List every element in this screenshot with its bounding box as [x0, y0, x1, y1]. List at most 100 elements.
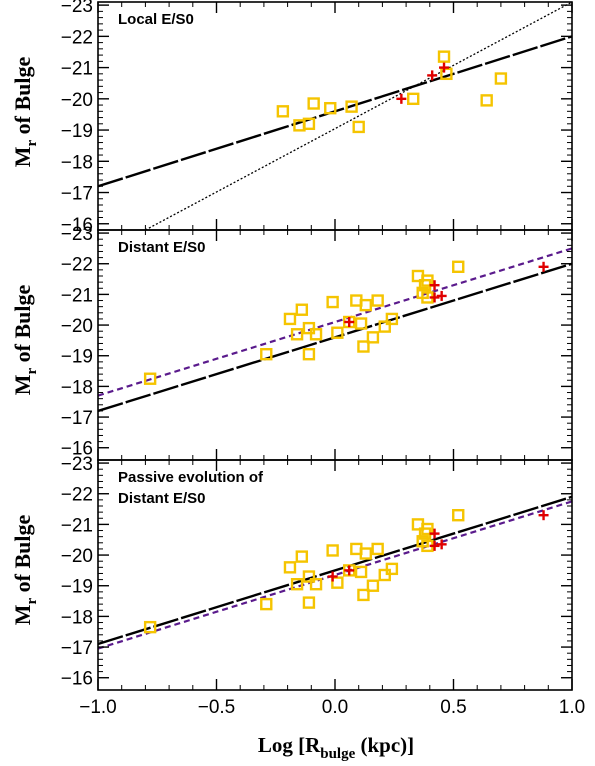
- y-tick-label: −17: [61, 408, 93, 429]
- galaxy-cross-marker: [427, 70, 438, 81]
- galaxy-square-marker: [331, 576, 344, 589]
- y-tick-label: −17: [61, 638, 93, 659]
- y-tick-label: −21: [61, 59, 93, 80]
- panel-2: −16 −17 −18 −19 −20 −21 −22 −23 Distant E/S0: [61, 224, 573, 461]
- y-tick-label: −23: [61, 224, 93, 245]
- galaxy-square-marker: [359, 298, 373, 312]
- y-tick-label: −22: [61, 485, 93, 506]
- galaxy-cross-marker: [538, 261, 549, 272]
- galaxy-square-marker: [302, 596, 316, 609]
- galaxy-cross-marker: [429, 292, 440, 303]
- y-axis-ticks: −16 −17 −18 −19 −20 −21 −22 −23: [61, 224, 572, 460]
- y-axis-title-middle-sub: r: [24, 368, 40, 375]
- y-tick-label: −22: [61, 27, 93, 48]
- galaxy-square-marker: [290, 578, 304, 591]
- data-points: [143, 260, 549, 385]
- distant-fit-dashed-line: [98, 247, 572, 397]
- y-tick-label: −16: [61, 669, 93, 690]
- galaxy-square-marker: [283, 312, 297, 326]
- galaxy-square-marker: [295, 303, 309, 316]
- y-tick-label: −18: [61, 377, 93, 398]
- y-tick-label: −19: [61, 347, 93, 368]
- panel-label: Local E/S0: [118, 11, 194, 28]
- x-tick-label: 1.0: [559, 697, 585, 718]
- distant-fit-dashed-line: [98, 500, 572, 650]
- galaxy-square-marker: [366, 579, 380, 592]
- galaxy-square-marker: [371, 542, 384, 556]
- galaxy-square-marker: [437, 50, 451, 63]
- galaxy-square-marker: [307, 97, 320, 110]
- x-tick-label: −1.0: [79, 697, 117, 718]
- fit-lines: [98, 2, 572, 230]
- galaxy-cross-marker: [538, 510, 549, 521]
- galaxy-square-marker: [283, 561, 297, 574]
- galaxy-square-marker: [440, 67, 453, 81]
- galaxy-square-marker: [354, 317, 368, 330]
- y-tick-label: −22: [61, 255, 93, 276]
- panel-label-line: Local E/S0: [118, 11, 194, 28]
- galaxy-square-marker: [354, 565, 368, 579]
- y-axis-title-bottom-main: M: [10, 604, 35, 625]
- galaxy-square-marker: [290, 328, 304, 341]
- x-tick-label: 0.5: [440, 697, 466, 718]
- panel-label-line: Distant E/S0: [118, 239, 206, 256]
- galaxy-square-marker: [309, 328, 323, 341]
- galaxy-cross-marker: [344, 317, 355, 327]
- y-axis-title-middle-tail: of Bulge: [10, 284, 35, 367]
- y-axis-title-top-main: M: [10, 146, 35, 167]
- y-tick-label: −21: [61, 285, 93, 306]
- x-tick-label: −0.5: [198, 697, 236, 718]
- galaxy-square-marker: [494, 72, 508, 85]
- galaxy-cross-marker: [429, 280, 440, 291]
- x-axis-ticks: [97, 230, 573, 460]
- fit-lines: [98, 495, 572, 650]
- galaxy-square-marker: [378, 320, 391, 333]
- x-axis-title-tail: (kpc)]: [355, 733, 414, 757]
- galaxy-square-marker: [345, 100, 358, 113]
- galaxy-cross-marker: [429, 528, 440, 539]
- y-tick-label: −19: [61, 121, 93, 142]
- x-axis-title-main: Log [R: [258, 733, 321, 757]
- y-axis-title-top: Mr of Bulge: [10, 56, 40, 167]
- y-tick-label: −16: [61, 439, 93, 460]
- galaxy-cross-marker: [436, 539, 447, 550]
- y-axis-title-middle: Mr of Bulge: [10, 284, 40, 395]
- galaxy-square-marker: [359, 547, 373, 560]
- galaxy-square-marker: [407, 92, 420, 106]
- galaxy-square-marker: [452, 509, 465, 522]
- galaxy-square-marker: [276, 105, 290, 118]
- galaxy-square-marker: [309, 578, 323, 591]
- galaxy-cross-marker: [327, 571, 338, 582]
- y-axis-title-top-sub: r: [24, 140, 40, 147]
- x-tick-labels: −1.0 −0.5 0.0 0.5 1.0: [79, 697, 585, 718]
- galaxy-square-marker: [352, 120, 365, 134]
- y-axis-title-bottom: Mr of Bulge: [10, 514, 40, 625]
- galaxy-square-marker: [421, 522, 434, 536]
- galaxy-square-marker: [324, 101, 337, 115]
- galaxy-cross-marker: [436, 290, 447, 301]
- y-tick-label: −20: [61, 316, 93, 337]
- panel-3: −16 −17 −18 −19 −20 −21 −22 −23 Passive evolutio…: [61, 454, 573, 691]
- galaxy-square-marker: [331, 326, 344, 339]
- y-axis-title-middle-main: M: [10, 374, 35, 395]
- best-fit-line: [98, 495, 572, 646]
- galaxy-square-marker: [326, 544, 339, 557]
- galaxy-square-marker: [302, 348, 316, 361]
- panel-1: −16 −17 −18 −19 −20 −21 −22 −23 Local E/S0: [61, 0, 573, 236]
- galaxy-square-marker: [385, 312, 399, 326]
- y-tick-label: −20: [61, 90, 93, 111]
- galaxy-square-marker: [371, 294, 384, 307]
- y-axis-ticks: −16 −17 −18 −19 −20 −21 −22 −23: [61, 0, 572, 236]
- data-points: [276, 50, 508, 134]
- panel-label: Passive evolution of Distant E/S0: [118, 469, 264, 507]
- y-tick-label: −18: [61, 152, 93, 173]
- y-axis-ticks: −16 −17 −18 −19 −20 −21 −22 −23: [61, 454, 572, 690]
- galaxy-square-marker: [295, 550, 309, 563]
- galaxy-square-marker: [143, 620, 157, 634]
- galaxy-cross-marker: [396, 93, 407, 104]
- y-axis-title-bottom-tail: of Bulge: [10, 514, 35, 597]
- y-tick-label: −16: [61, 215, 93, 236]
- galaxy-square-marker: [260, 597, 273, 611]
- galaxy-square-marker: [302, 570, 316, 583]
- galaxy-square-marker: [357, 588, 370, 602]
